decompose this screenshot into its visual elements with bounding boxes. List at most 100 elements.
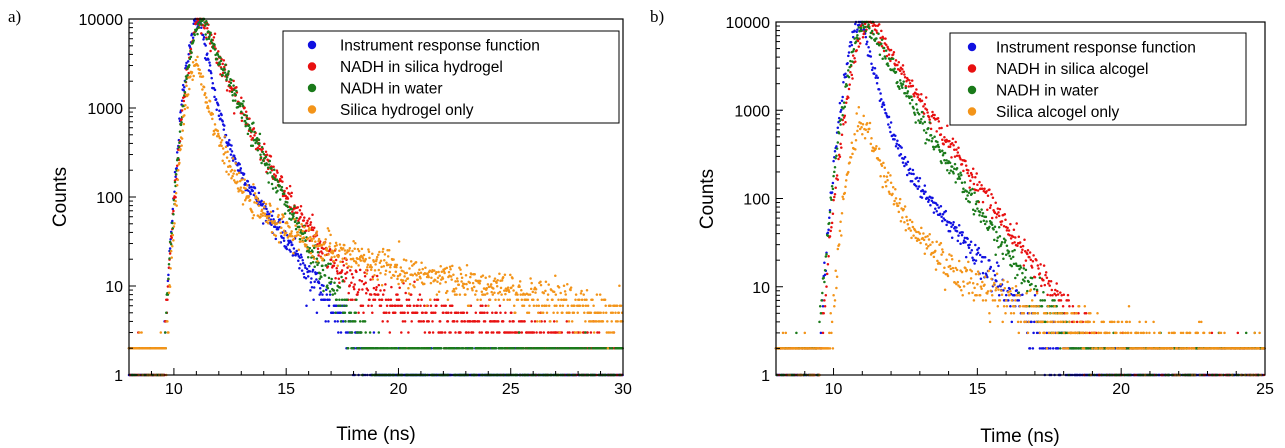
data-point: [207, 106, 210, 110]
data-point: [464, 293, 467, 296]
data-point: [547, 304, 551, 307]
data-point: [585, 288, 589, 292]
data-point: [382, 264, 386, 268]
data-point: [889, 121, 893, 124]
data-point: [276, 180, 280, 183]
data-point: [311, 244, 315, 247]
data-point: [213, 88, 217, 92]
data-point: [935, 209, 938, 213]
data-point: [387, 298, 390, 302]
data-point: [896, 147, 900, 150]
data-point: [335, 289, 339, 292]
data-point: [327, 262, 330, 266]
data-point: [469, 275, 472, 279]
data-point: [324, 288, 328, 292]
data-point: [823, 299, 826, 302]
data-point: [356, 293, 359, 296]
data-point: [240, 96, 243, 100]
data-point: [282, 229, 286, 232]
data-point: [883, 108, 887, 111]
data-point: [356, 290, 360, 294]
data-point: [512, 304, 516, 307]
data-point: [253, 186, 257, 190]
data-point: [993, 274, 997, 277]
data-point: [386, 320, 389, 323]
data-point: [882, 101, 885, 104]
data-point: [286, 201, 289, 204]
data-point: [196, 64, 200, 67]
data-point: [271, 187, 275, 190]
data-point: [211, 81, 215, 85]
data-point: [828, 216, 831, 219]
data-point: [490, 290, 493, 294]
data-point: [1021, 244, 1025, 248]
data-point: [874, 76, 877, 80]
data-point: [287, 241, 291, 245]
data-point: [898, 69, 902, 73]
data-point: [278, 221, 282, 224]
data-point: [328, 298, 331, 302]
data-point: [526, 298, 530, 302]
data-point: [506, 286, 510, 289]
data-point: [401, 320, 405, 323]
data-point: [611, 311, 615, 315]
data-point: [486, 292, 489, 295]
data-point: [301, 259, 304, 262]
data-point: [943, 135, 946, 139]
data-point: [910, 172, 913, 176]
data-point: [374, 263, 377, 266]
data-point: [326, 227, 330, 230]
data-point: [963, 236, 967, 240]
data-point: [362, 253, 366, 257]
data-point: [352, 285, 355, 289]
data-point: [350, 272, 354, 276]
data-point: [394, 304, 398, 307]
data-point: [345, 304, 348, 307]
data-point: [1002, 224, 1006, 228]
data-point: [323, 274, 327, 277]
data-point: [1006, 226, 1009, 230]
data-point: [552, 290, 556, 294]
data-point: [910, 79, 914, 82]
data-point: [504, 346, 508, 350]
data-point: [298, 267, 301, 270]
data-point: [251, 210, 254, 214]
data-point: [972, 258, 976, 262]
data-point: [417, 298, 420, 302]
data-point: [223, 67, 226, 71]
data-point: [213, 32, 217, 35]
data-point: [942, 143, 945, 146]
data-point: [876, 76, 880, 79]
data-point: [974, 176, 977, 179]
data-point: [864, 35, 868, 39]
data-point: [518, 280, 522, 283]
data-point: [189, 47, 193, 51]
data-point: [481, 304, 484, 307]
data-point: [244, 187, 247, 190]
data-point: [186, 106, 189, 109]
data-point: [212, 129, 216, 133]
data-point: [170, 236, 173, 240]
data-point: [252, 183, 255, 186]
data-point: [421, 311, 424, 315]
data-point: [337, 277, 341, 280]
data-point: [510, 311, 513, 315]
data-point: [873, 67, 877, 70]
data-point: [896, 139, 899, 143]
data-point: [988, 188, 991, 191]
data-point: [927, 115, 931, 119]
data-point: [828, 235, 832, 238]
data-point: [316, 250, 320, 254]
data-point: [175, 164, 179, 167]
data-point: [915, 88, 918, 91]
data-point: [466, 287, 469, 291]
data-point: [829, 229, 832, 233]
data-point: [213, 95, 216, 99]
data-point: [232, 154, 236, 157]
data-point: [583, 311, 586, 315]
data-point: [306, 275, 310, 278]
data-point: [280, 185, 284, 189]
data-point: [209, 31, 212, 35]
data-point: [256, 146, 260, 150]
data-point: [1017, 299, 1021, 302]
